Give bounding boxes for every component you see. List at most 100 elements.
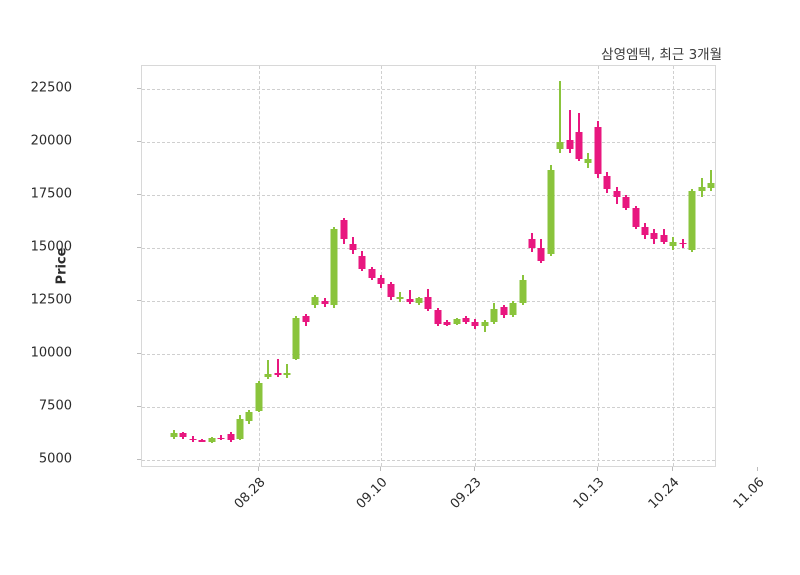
candle-wick xyxy=(276,359,279,377)
x-tick-label: 11.06 xyxy=(730,475,768,512)
candle-body xyxy=(189,438,197,441)
y-tick-label: 15000 xyxy=(30,239,72,255)
x-tick-label: 09.10 xyxy=(353,475,391,512)
candle-body xyxy=(679,242,687,245)
candle-wick xyxy=(568,110,571,153)
candle-body xyxy=(377,277,385,284)
candle-body xyxy=(537,247,545,261)
x-tick-mark xyxy=(596,467,598,471)
y-tick-label: 20000 xyxy=(30,133,72,149)
candle-body xyxy=(368,269,376,278)
candle-body xyxy=(707,183,715,188)
candle-body xyxy=(490,309,498,322)
gridline-horizontal xyxy=(142,353,715,355)
candle-body xyxy=(566,140,574,149)
candle-body xyxy=(434,310,442,325)
candle-body xyxy=(255,383,263,411)
gridline-horizontal xyxy=(142,142,715,144)
y-tick-mark xyxy=(137,352,141,354)
candle-body xyxy=(613,190,621,198)
candle-body xyxy=(603,176,611,189)
candle-body xyxy=(387,283,395,297)
candle-body xyxy=(528,239,536,248)
candle-body xyxy=(669,241,677,246)
candle-wick xyxy=(408,290,411,305)
candle-body xyxy=(406,298,413,302)
candle-body xyxy=(622,197,630,208)
gridline-vertical xyxy=(475,66,477,466)
candle-body xyxy=(519,279,527,303)
x-tick-mark xyxy=(672,467,674,471)
x-tick-label: 09.23 xyxy=(448,475,486,512)
candle-body xyxy=(302,315,310,322)
x-tick-mark xyxy=(757,467,759,471)
candle-body xyxy=(556,142,564,149)
candle-wick xyxy=(286,364,289,379)
candle-body xyxy=(547,169,555,255)
x-tick-mark xyxy=(474,467,476,471)
y-tick-mark xyxy=(137,246,141,248)
candle-wick xyxy=(220,434,223,441)
candle-body xyxy=(632,207,640,227)
candle-body xyxy=(650,233,658,240)
candle-body xyxy=(283,372,291,375)
chart-title: 삼영엠텍, 최근 3개월 xyxy=(601,47,722,63)
y-tick-mark xyxy=(137,299,141,301)
candle-body xyxy=(330,228,338,306)
candle-body xyxy=(264,373,272,378)
y-tick-mark xyxy=(137,141,141,143)
candle-body xyxy=(349,243,357,251)
candle-body xyxy=(227,434,235,441)
gridline-vertical xyxy=(381,66,383,466)
candle-wick xyxy=(267,360,270,380)
y-tick-label: 5000 xyxy=(38,451,72,467)
gridline-horizontal xyxy=(142,89,715,91)
candle-body xyxy=(208,438,216,442)
candle-body xyxy=(641,226,649,236)
x-tick-label: 10.13 xyxy=(570,475,608,512)
gridline-horizontal xyxy=(142,195,715,197)
candle-body xyxy=(198,440,206,443)
candle-body xyxy=(594,127,602,174)
candle-body xyxy=(415,297,423,303)
x-tick-label: 08.28 xyxy=(231,475,269,512)
candle-body xyxy=(292,317,300,360)
gridline-vertical xyxy=(673,66,675,466)
candle-body xyxy=(698,186,706,191)
candle-body xyxy=(443,322,451,326)
candle-wick xyxy=(559,80,562,153)
candle-wick xyxy=(709,169,712,191)
y-tick-label: 12500 xyxy=(30,292,72,308)
candle-body xyxy=(179,433,187,438)
candle-body xyxy=(509,302,517,315)
x-tick-label: 10.24 xyxy=(645,475,683,512)
candle-body xyxy=(170,433,178,438)
y-tick-label: 7500 xyxy=(38,398,72,414)
gridline-horizontal xyxy=(142,406,715,408)
candle-body xyxy=(575,131,583,160)
y-tick-mark xyxy=(137,194,141,196)
candle-body xyxy=(462,317,470,322)
candle-body xyxy=(471,322,479,327)
candle-body xyxy=(424,296,432,310)
plot-area xyxy=(141,65,716,467)
candle-body xyxy=(453,318,461,325)
y-tick-label: 17500 xyxy=(30,186,72,202)
y-tick-mark xyxy=(137,458,141,460)
gridline-horizontal xyxy=(142,247,715,249)
y-tick-mark xyxy=(137,88,141,90)
candle-body xyxy=(311,296,319,306)
gridline-horizontal xyxy=(142,459,715,461)
x-tick-mark xyxy=(380,467,382,471)
x-tick-mark xyxy=(257,467,259,471)
candle-body xyxy=(217,437,225,440)
candle-body xyxy=(500,307,508,315)
candle-body xyxy=(688,190,696,251)
candle-body xyxy=(245,411,253,422)
y-tick-label: 22500 xyxy=(30,80,72,96)
candle-body xyxy=(236,419,244,440)
candle-body xyxy=(396,296,404,299)
candle-body xyxy=(340,220,348,240)
candle-body xyxy=(660,235,668,242)
